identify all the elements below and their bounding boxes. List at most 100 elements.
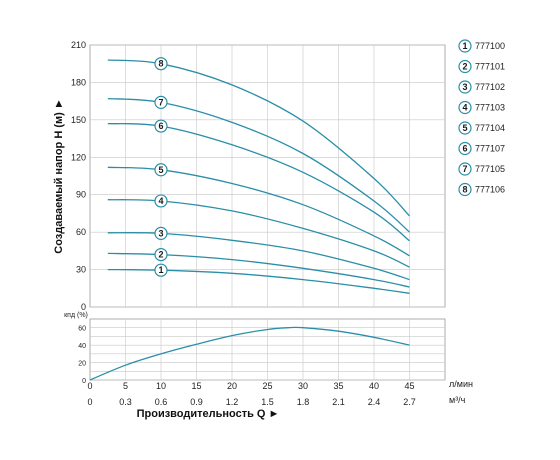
x-tick-label-lpm: 40 <box>369 381 379 391</box>
efficiency-grid <box>90 319 445 381</box>
curve-marker-5: 5 <box>154 163 168 177</box>
curve-marker-label: 6 <box>158 121 163 131</box>
x-axis-title: Производительность Q ► <box>137 408 280 420</box>
efficiency-curve-group <box>89 326 410 381</box>
x-tick-label-m3h: 0 <box>87 397 92 407</box>
x-ticks-m3h: 0 0.3 0.6 0.9 1.2 1.5 1.8 2.1 2.4 2.7 <box>87 397 415 407</box>
efficiency-y-tick-label: 20 <box>78 361 86 368</box>
legend-label: 777103 <box>475 103 505 113</box>
legend-label: 777102 <box>475 82 505 92</box>
head-plot: 0 30 60 90 120 150 180 210 1 2 3 4 5 6 7 8 Создаваемый… <box>53 40 446 312</box>
curve-marker-8: 8 <box>154 57 168 71</box>
x-tick-label-lpm: 5 <box>123 381 128 391</box>
x-tick-label-m3h: 1.5 <box>261 397 274 407</box>
x-ticks-lpm: 0 5 10 15 20 25 30 35 40 45 <box>87 381 414 391</box>
curve-marker-circle <box>154 194 168 208</box>
legend-entry-6: 6 777107 <box>458 141 505 156</box>
head-y-tick-label: 0 <box>81 302 86 312</box>
legend-marker-label: 1 <box>462 41 467 51</box>
curve-marker-circle <box>154 57 168 71</box>
legend-marker-label: 6 <box>462 144 467 154</box>
x-tick-label-lpm: 10 <box>156 381 166 391</box>
legend-label: 777100 <box>475 41 505 51</box>
legend-entry-4: 4 777103 <box>458 100 505 115</box>
curve-marker-circle <box>154 263 168 277</box>
curve-marker-label: 1 <box>158 265 163 275</box>
head-y-tick-label: 30 <box>76 265 86 275</box>
head-y-tick-label: 210 <box>71 40 86 50</box>
head-y-tick-label: 120 <box>71 152 86 162</box>
x-tick-label-m3h: 1.8 <box>297 397 310 407</box>
curve-marker-3: 3 <box>154 226 168 240</box>
legend-marker-circle <box>458 121 472 135</box>
legend-marker-label: 8 <box>462 185 467 195</box>
curve-marker-circle <box>154 248 168 262</box>
legend-marker-label: 2 <box>462 62 467 72</box>
curve-marker-circle <box>154 163 168 177</box>
x-tick-label-m3h: 2.7 <box>403 397 416 407</box>
x-tick-label-m3h: 0.6 <box>155 397 168 407</box>
legend-entry-2: 2 777101 <box>458 59 505 74</box>
efficiency-y-axis-title: кпд (%) <box>64 312 88 319</box>
legend-marker-circle <box>458 59 472 74</box>
head-y-tick-label: 180 <box>71 77 86 87</box>
legend-label: 777101 <box>475 62 505 72</box>
x-tick-label-lpm: 20 <box>227 381 237 391</box>
legend-marker-circle <box>458 141 472 156</box>
curve-marker-1: 1 <box>154 263 168 277</box>
curve-marker-label: 4 <box>158 196 163 206</box>
x-tick-label-m3h: 0.9 <box>190 397 203 407</box>
legend: 1 777100 2 777101 3 777102 4 777103 5 777104 6 7771… <box>458 39 505 197</box>
head-y-ticks: 0 30 60 90 120 150 180 210 <box>71 40 86 312</box>
curve-marker-label: 5 <box>158 165 163 175</box>
curve-marker-circle <box>154 119 168 133</box>
legend-label: 777104 <box>475 123 505 133</box>
legend-marker-circle <box>458 162 472 176</box>
x-tick-label-lpm: 35 <box>333 381 343 391</box>
x-tick-label-lpm: 0 <box>87 381 92 391</box>
curve-marker-label: 3 <box>158 228 163 238</box>
head-y-tick-label: 60 <box>76 227 86 237</box>
x-tick-label-lpm: 25 <box>262 381 272 391</box>
efficiency-curve <box>89 326 410 381</box>
curve-marker-2: 2 <box>154 248 168 262</box>
head-y-axis-title: Создаваемый напор H (м) ► <box>53 98 65 253</box>
legend-marker-label: 7 <box>462 164 467 174</box>
efficiency-y-tick-label: 0 <box>82 378 86 385</box>
head-y-tick-label: 150 <box>71 115 86 125</box>
x-unit-secondary: м³/ч <box>449 395 466 405</box>
head-curve-8 <box>107 59 410 217</box>
x-tick-label-m3h: 2.4 <box>368 397 381 407</box>
legend-marker-circle <box>458 80 472 94</box>
x-tick-label-m3h: 0.3 <box>119 397 132 407</box>
legend-marker-circle <box>458 182 472 197</box>
curve-marker-label: 8 <box>158 59 163 69</box>
curve-marker-4: 4 <box>154 194 168 208</box>
curve-marker-7: 7 <box>154 95 168 109</box>
head-y-tick-label: 90 <box>76 190 86 200</box>
legend-entry-5: 5 777104 <box>458 121 505 135</box>
legend-label: 777105 <box>475 164 505 174</box>
legend-marker-label: 5 <box>462 123 467 133</box>
head-grid <box>90 44 445 308</box>
curve-marker-circle <box>154 95 168 109</box>
legend-marker-circle <box>458 100 472 115</box>
legend-marker-circle <box>458 39 472 53</box>
legend-entry-1: 1 777100 <box>458 39 505 53</box>
x-tick-label-lpm: 45 <box>404 381 414 391</box>
legend-marker-label: 4 <box>462 103 467 113</box>
x-tick-label-lpm: 15 <box>191 381 201 391</box>
curve-marker-label: 2 <box>158 250 163 260</box>
x-tick-label-m3h: 1.2 <box>226 397 239 407</box>
head-curve-5 <box>107 166 410 257</box>
efficiency-y-tick-label: 40 <box>78 343 86 350</box>
legend-entry-3: 3 777102 <box>458 80 505 94</box>
efficiency-y-tick-label: 60 <box>78 326 86 333</box>
head-curve-3 <box>107 232 410 281</box>
head-curve-7 <box>107 97 410 233</box>
efficiency-y-ticks: 0 20 40 60 <box>78 326 86 385</box>
head-curve-6 <box>107 122 410 242</box>
curve-marker-label: 7 <box>158 97 163 107</box>
head-curve-markers: 1 2 3 4 5 6 7 8 <box>154 57 168 277</box>
